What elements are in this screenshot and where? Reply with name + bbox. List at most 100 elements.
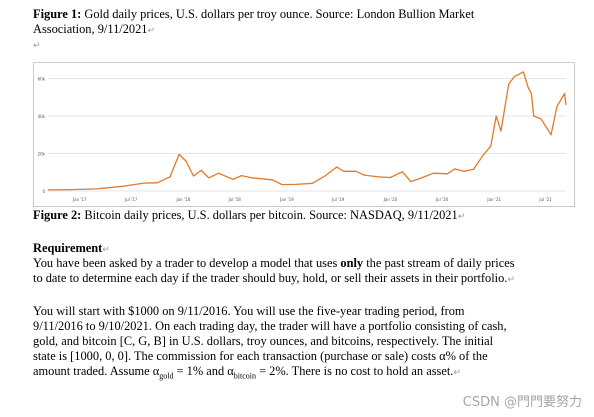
data-point [47,189,49,191]
bitcoin-price-chart: 0 20k 40k 60k Jan '17 Jul '17 Jan '18 Jul '18 Ja… [33,62,575,207]
data-point [178,153,180,155]
data-point [156,182,158,184]
figure2-caption: Figure 2: Bitcoin daily prices, U.S. dol… [33,208,465,225]
data-point [508,83,510,85]
data-point [481,155,483,157]
data-point [550,134,552,136]
data-point [490,145,492,147]
body-text: amount traded. Assume α [33,364,160,378]
requirement-p2-line3: gold, and bitcoin [C, G, B] in U.S. doll… [33,334,493,349]
figure1-caption-text: Gold daily prices, U.S. dollars per troy… [81,7,475,21]
body-text: the past stream of daily prices [363,256,515,270]
x-tick-label: Jul '17 [124,197,138,202]
body-text: = 1% and α [173,364,234,378]
data-point [564,93,566,94]
bitcoin-price-line [47,71,567,191]
data-point [421,177,423,179]
data-point [556,106,558,108]
requirement-heading-line: Requirement↵ [33,241,110,258]
data-point [70,189,72,191]
requirement-p2-line2: 9/11/2016 to 9/10/2021. On each trading … [33,319,507,334]
figure2-label: Figure 2: [33,208,82,222]
requirement-p2-line1: You will start with $1000 on 9/11/2016. … [33,304,465,319]
data-point [96,188,98,190]
data-point [433,172,435,174]
data-point [232,178,234,180]
data-point [208,177,210,179]
data-point [565,104,567,106]
data-point [295,183,297,185]
data-point [454,168,456,170]
x-tick-label: Jan '20 [383,197,398,202]
body-text: = 2%. There is no cost to hold an asset. [255,364,454,378]
data-point [343,170,345,172]
body-text: state is [1000, 0, 0]. The commission fo… [33,349,488,363]
x-tick-label: Jan '19 [279,197,294,202]
data-point [355,170,357,172]
figure1-caption-line2: Association, 9/11/2021↵ [33,22,155,39]
data-point [410,181,412,183]
x-tick-label: Jul '18 [228,197,242,202]
paragraph-mark-icon: ↵ [457,212,466,222]
figure1-label: Figure 1: [33,7,82,21]
figure2-caption-text: Bitcoin daily prices, U.S. dollars per b… [81,208,458,222]
paragraph-mark-icon: ↵ [102,245,110,255]
data-point [389,177,391,178]
data-point [446,173,448,175]
data-point [363,174,365,176]
data-point [377,176,379,178]
paragraph-mark-icon: ↵ [453,368,461,378]
data-point [122,185,124,187]
requirement-p1-line1: You have been asked by a trader to devel… [33,256,515,271]
y-tick-label: 40k [38,114,46,119]
chart-svg: 0 20k 40k 60k Jan '17 Jul '17 Jan '18 Jul '18 Ja… [38,71,567,202]
x-tick-label: Jan '21 [486,197,501,202]
requirement-heading: Requirement [33,241,103,255]
empty-paragraph: ↵ [33,37,41,54]
body-text: to date to determine each day if the tra… [33,271,508,285]
x-tick-label: Jul '21 [538,197,552,202]
data-point [251,177,253,179]
subscript-bitcoin: bitcoin [233,371,256,381]
data-point [522,71,524,73]
data-point [540,118,542,120]
y-tick-label: 0 [42,189,45,194]
data-point [217,172,219,174]
data-point [200,169,202,171]
data-point [495,115,497,117]
data-point [473,168,475,170]
data-point [185,160,187,162]
data-point [513,76,515,78]
data-point [500,130,502,132]
data-point [169,176,171,178]
data-point [463,170,465,172]
data-point [401,171,403,173]
data-point [271,179,273,181]
paragraph-mark-icon: ↵ [33,41,41,51]
body-text: You have been asked by a trader to devel… [33,256,341,270]
data-point [281,184,283,186]
figure1-caption-text-cont: Association, 9/11/2021 [33,22,148,36]
data-point [530,93,532,94]
y-tick-label: 60k [38,77,46,82]
data-point [311,182,313,184]
y-tick-label: 20k [38,152,46,157]
data-point [527,87,529,89]
figure1-caption-line1: Figure 1: Gold daily prices, U.S. dollar… [33,7,474,22]
x-tick-label: Jan '17 [72,197,87,202]
emphasis-only: only [340,256,364,270]
data-point [193,175,195,177]
watermark: CSDN @門門要努力 [462,395,582,410]
data-point [240,175,242,177]
requirement-p2-line4: state is [1000, 0, 0]. The commission fo… [33,349,488,364]
requirement-p2-line5: amount traded. Assume αgold = 1% and αbi… [33,364,461,383]
data-point [324,175,326,177]
paragraph-mark-icon: ↵ [507,275,515,285]
paragraph-mark-icon: ↵ [147,26,156,36]
data-point [143,182,145,184]
x-tick-label: Jul '19 [331,197,345,202]
requirement-p1-line2: to date to determine each day if the tra… [33,271,515,288]
body-text: You will start with $1000 on 9/11/2016. … [33,304,465,318]
data-point [533,115,535,117]
subscript-gold: gold [159,371,174,381]
